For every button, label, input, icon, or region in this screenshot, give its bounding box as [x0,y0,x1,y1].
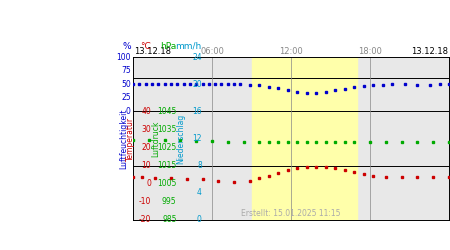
Text: 1015: 1015 [158,161,176,170]
Text: 20: 20 [192,80,202,89]
Text: Temperatur: Temperatur [126,116,135,160]
Text: 8: 8 [197,161,202,170]
Text: 0: 0 [126,107,131,116]
Text: °C: °C [140,42,151,51]
Text: 16: 16 [192,107,202,116]
Text: Niederschlag: Niederschlag [176,114,185,164]
Text: -10: -10 [139,198,151,206]
Bar [252,57,357,220]
Text: -20: -20 [139,216,151,224]
Text: 4: 4 [197,188,202,197]
Text: 20: 20 [142,143,151,152]
Text: Erstellt: 15.01.2025 11:15: Erstellt: 15.01.2025 11:15 [241,208,341,218]
Text: 13.12.18: 13.12.18 [134,47,171,56]
Text: 0: 0 [146,179,151,188]
Text: 1025: 1025 [158,143,176,152]
Text: 10: 10 [142,161,151,170]
Text: 12: 12 [192,134,202,143]
Text: 18:00: 18:00 [358,47,382,56]
Text: 75: 75 [121,66,131,75]
Text: mm/h: mm/h [176,42,202,51]
Text: 30: 30 [142,125,151,134]
Text: 06:00: 06:00 [200,47,224,56]
Text: 0: 0 [197,216,202,224]
Text: 40: 40 [142,107,151,116]
Text: 1035: 1035 [157,125,176,134]
Text: Luftdruck: Luftdruck [151,120,160,157]
Text: 995: 995 [162,198,176,206]
Text: %: % [122,42,131,51]
Text: hPa: hPa [160,42,176,51]
Text: 12:00: 12:00 [279,47,303,56]
Text: 50: 50 [121,80,131,89]
Text: 25: 25 [121,93,131,102]
Text: 1045: 1045 [157,107,176,116]
Text: 24: 24 [192,52,202,62]
Text: 100: 100 [116,52,131,62]
Text: Luftfeuchtigkeit: Luftfeuchtigkeit [120,108,129,169]
Text: 1005: 1005 [157,179,176,188]
Text: 985: 985 [162,216,176,224]
Text: 13.12.18: 13.12.18 [411,47,448,56]
